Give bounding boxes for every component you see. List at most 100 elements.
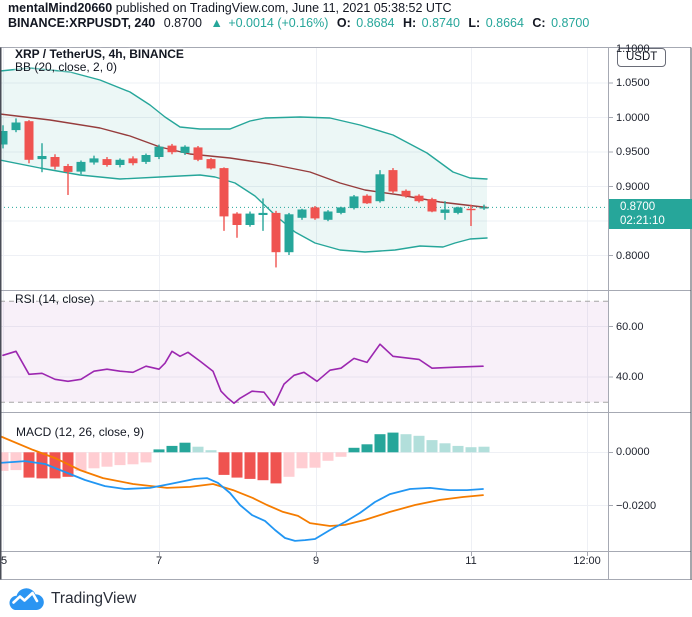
macd-histogram-bar xyxy=(23,452,35,478)
candle-body xyxy=(50,157,60,167)
low-label: L: xyxy=(468,16,481,30)
macd-histogram-bar xyxy=(361,444,373,453)
price-axis-label: 1.1000 xyxy=(616,42,650,55)
price-axis-label: 1.0500 xyxy=(616,77,650,90)
last-price-text: 0.8700 xyxy=(163,16,202,30)
candle-body xyxy=(141,155,151,162)
high-label: H: xyxy=(402,16,417,30)
candle-body xyxy=(258,212,268,215)
candle-body xyxy=(323,211,333,220)
bb-indicator-legend[interactable]: BB (20, close, 2, 0) xyxy=(15,60,118,74)
macd-histogram-bar xyxy=(270,452,282,484)
macd-histogram-bar xyxy=(374,434,386,453)
macd-histogram-bar xyxy=(75,452,87,471)
symbol-name: BINANCE:XRPUSDT, 240 xyxy=(8,16,156,30)
low-value: 0.8664 xyxy=(485,16,524,30)
macd-histogram-bar xyxy=(153,449,165,453)
candle-body xyxy=(310,207,320,219)
bb-basis-line xyxy=(0,113,488,209)
macd-signal-line xyxy=(0,435,484,527)
macd-histogram-bar xyxy=(205,450,217,453)
macd-histogram-bar xyxy=(166,445,178,453)
candle-body xyxy=(115,159,125,165)
macd-histogram-bar xyxy=(231,452,243,478)
candle-body xyxy=(193,147,203,160)
price-axis-label: 1.0000 xyxy=(616,111,650,124)
current-price-value: 0.8700 xyxy=(620,201,656,213)
publish-text: published on TradingView.com, June 11, 2… xyxy=(112,1,452,15)
close-value: 0.8700 xyxy=(551,16,590,30)
macd-histogram-bar xyxy=(439,443,451,453)
candle-body xyxy=(154,146,164,157)
candle-body xyxy=(271,212,281,253)
candle-body xyxy=(401,190,411,197)
time-axis-label: 9 xyxy=(312,555,320,567)
candle-body xyxy=(37,156,47,160)
candle-body xyxy=(63,166,73,172)
chart-title[interactable]: XRP / TetherUS, 4h, BINANCE xyxy=(15,47,184,61)
candle-body xyxy=(89,158,99,163)
macd-histogram-bar xyxy=(218,452,230,475)
macd-histogram-bar xyxy=(400,434,412,453)
rsi-band xyxy=(0,301,608,403)
candle-body xyxy=(414,195,424,202)
change-up-arrow-icon: ▲ xyxy=(210,16,223,30)
macd-histogram-bar xyxy=(101,452,113,467)
price-change: +0.0014 (+0.16%) xyxy=(228,16,329,30)
rsi-line xyxy=(2,343,484,407)
rsi-axis-label: 60.00 xyxy=(616,320,644,333)
macd-histogram-bar xyxy=(335,452,347,457)
bb-upper-band xyxy=(0,67,488,180)
candle-body xyxy=(245,213,255,225)
candle-body xyxy=(11,122,21,131)
currency-badge[interactable]: USDT xyxy=(617,48,667,67)
macd-histogram-bar xyxy=(244,452,256,479)
macd-histogram-bar xyxy=(36,452,48,479)
macd-histogram-bar xyxy=(192,446,204,453)
brand-name: TradingView xyxy=(51,590,137,607)
macd-histogram-bar xyxy=(465,447,477,453)
price-axis-label: 0.9000 xyxy=(616,180,650,193)
candle-body xyxy=(24,121,34,160)
macd-histogram-bar xyxy=(114,452,126,466)
tradingview-logo[interactable]: TradingView xyxy=(8,587,136,611)
cloud-icon xyxy=(9,588,44,610)
macd-histogram-bar xyxy=(127,452,139,465)
macd-histogram-bar xyxy=(426,440,438,453)
publish-info-bar: mentalMind20660 published on TradingView… xyxy=(8,1,452,15)
macd-histogram-bar xyxy=(452,445,464,453)
candle-body xyxy=(297,209,307,218)
macd-histogram-bar xyxy=(413,435,425,453)
candle-body xyxy=(167,145,177,153)
candle-body xyxy=(284,214,294,253)
candle-body xyxy=(375,174,385,202)
macd-axis-label: 0.0000 xyxy=(616,446,650,459)
time-axis-label: 5 xyxy=(0,555,8,567)
macd-histogram-bar xyxy=(296,452,308,469)
symbol-info-bar: BINANCE:XRPUSDT, 240 0.8700 ▲ +0.0014 (+… xyxy=(8,16,589,30)
author-name: mentalMind20660 xyxy=(8,1,113,15)
macd-legend[interactable]: MACD (12, 26, close, 9) xyxy=(16,425,145,439)
high-value: 0.8740 xyxy=(421,16,460,30)
rsi-axis-label: 40.00 xyxy=(616,371,644,384)
candle-body xyxy=(219,168,229,217)
macd-histogram-bar xyxy=(309,452,321,468)
candle-body xyxy=(427,199,437,212)
rsi-legend[interactable]: RSI (14, close) xyxy=(15,292,95,306)
time-axis-label: 7 xyxy=(155,555,163,567)
candle-body xyxy=(128,158,138,164)
candle-body xyxy=(232,213,242,225)
open-value: 0.8684 xyxy=(356,16,395,30)
candle-body xyxy=(466,208,476,211)
current-price-badge: 0.8700 02:21:10 xyxy=(609,199,692,229)
macd-histogram-bar xyxy=(88,452,100,469)
macd-histogram-bar xyxy=(348,447,360,453)
macd-histogram-bar xyxy=(478,446,490,453)
open-label: O: xyxy=(336,16,351,30)
bar-close-countdown: 02:21:10 xyxy=(620,215,665,227)
price-axis-label: 0.8000 xyxy=(616,249,650,262)
macd-histogram-bar xyxy=(49,452,61,479)
macd-histogram-bar xyxy=(179,442,191,453)
